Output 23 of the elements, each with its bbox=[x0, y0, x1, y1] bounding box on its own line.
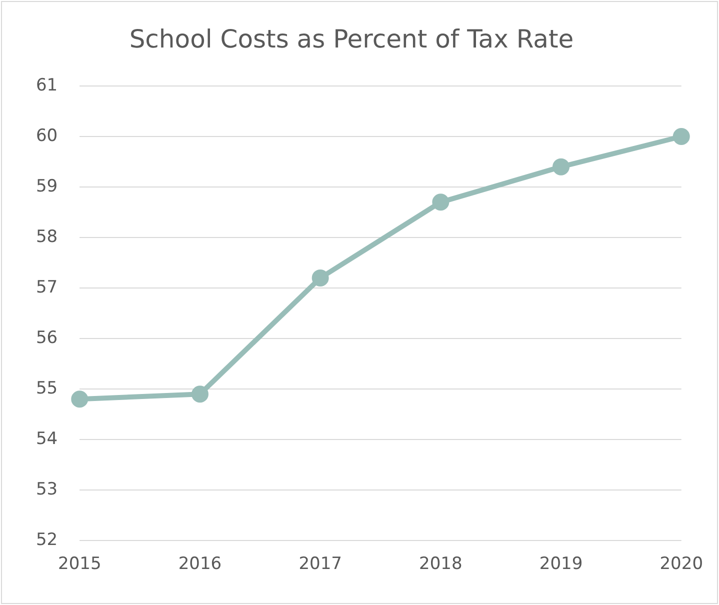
point bbox=[672, 128, 690, 146]
x-tick-label: 2015 bbox=[58, 554, 102, 574]
x-tick-label: 2019 bbox=[539, 554, 583, 574]
y-tick-label: 58 bbox=[36, 226, 58, 247]
y-tick-label: 52 bbox=[36, 530, 58, 550]
x-tick-label: 2016 bbox=[178, 554, 222, 574]
x-tick-label: 2017 bbox=[298, 554, 342, 574]
x-tick-label: 2020 bbox=[660, 554, 703, 574]
y-tick-label: 55 bbox=[36, 378, 58, 398]
y-tick-label: 61 bbox=[36, 75, 58, 96]
y-tick-label: 54 bbox=[36, 429, 58, 449]
point bbox=[71, 390, 88, 408]
point bbox=[312, 269, 329, 286]
chart-title: School Costs as Percent of Tax Rate bbox=[129, 24, 574, 54]
point bbox=[552, 158, 570, 176]
y-tick-label: 60 bbox=[36, 126, 58, 146]
y-tick-label: 57 bbox=[36, 277, 58, 298]
y-tick-label: 59 bbox=[36, 176, 58, 196]
point bbox=[432, 194, 450, 211]
y-tick-label: 56 bbox=[36, 328, 58, 348]
y-tick-label: 53 bbox=[36, 480, 58, 500]
point bbox=[191, 386, 208, 403]
x-tick-label: 2018 bbox=[419, 554, 462, 574]
